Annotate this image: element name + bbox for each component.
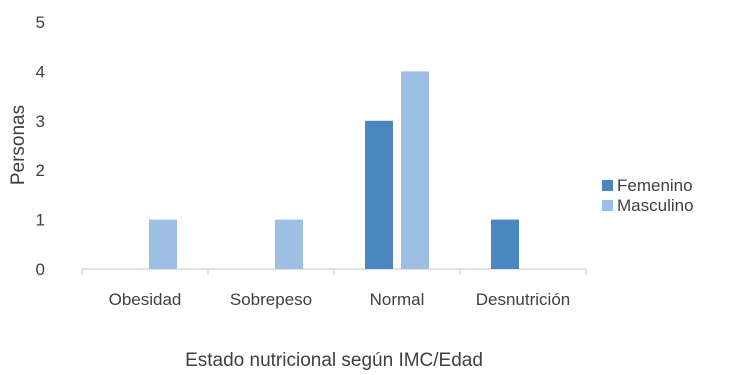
y-axis-title: Personas	[8, 105, 29, 185]
y-axis-ticks: 0 1 2 3 4 5	[36, 13, 45, 279]
y-tick-label: 4	[36, 62, 45, 81]
legend-swatch-masculino	[602, 200, 613, 211]
y-tick-label: 3	[36, 112, 45, 131]
bar-femenino-2	[365, 120, 393, 269]
bar-femenino-3	[491, 219, 519, 269]
legend-label-masculino: Masculino	[617, 196, 694, 215]
x-category-label: Normal	[370, 290, 425, 309]
bar-masculino-0	[149, 219, 177, 269]
x-category-label: Obesidad	[109, 290, 182, 309]
legend-label-femenino: Femenino	[617, 176, 693, 195]
y-tick-label: 5	[36, 13, 45, 32]
x-axis-title: Estado nutricional según IMC/Edad	[185, 350, 483, 371]
y-tick-label: 2	[36, 161, 45, 180]
y-tick-label: 1	[36, 211, 45, 230]
x-axis-ticks	[81, 269, 587, 275]
y-tick-label: 0	[36, 260, 45, 279]
x-axis-labels: Obesidad Sobrepeso Normal Desnutrición	[109, 290, 571, 309]
bars	[149, 71, 519, 270]
legend-swatch-femenino	[602, 180, 613, 191]
x-category-label: Desnutrición	[476, 290, 571, 309]
bar-masculino-1	[275, 219, 303, 269]
x-category-label: Sobrepeso	[230, 290, 312, 309]
bar-masculino-2	[401, 71, 429, 270]
